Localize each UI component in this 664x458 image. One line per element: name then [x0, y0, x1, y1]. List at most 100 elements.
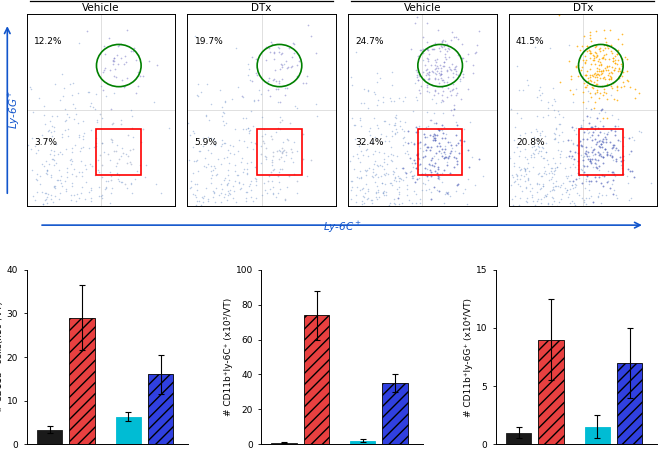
Point: [373, 174, 383, 181]
Point: [430, 87, 440, 95]
Point: [246, 193, 256, 201]
Point: [76, 169, 87, 176]
Point: [600, 138, 611, 146]
Point: [436, 146, 447, 153]
Point: [430, 150, 441, 157]
Point: [586, 123, 596, 131]
Bar: [617, 363, 642, 444]
Point: [430, 131, 441, 139]
Point: [210, 185, 221, 192]
Point: [582, 81, 592, 88]
Point: [580, 52, 590, 60]
Point: [588, 72, 598, 80]
Point: [604, 139, 615, 146]
Point: [109, 57, 120, 65]
Point: [567, 98, 578, 105]
Point: [206, 180, 216, 187]
Point: [96, 114, 107, 121]
Point: [381, 161, 392, 168]
Point: [519, 173, 529, 180]
Point: [254, 87, 264, 94]
Point: [414, 174, 424, 182]
Point: [228, 142, 239, 150]
Point: [618, 152, 629, 159]
Point: [450, 64, 461, 71]
Point: [629, 173, 640, 180]
Point: [355, 114, 365, 121]
Point: [294, 57, 305, 65]
Point: [286, 64, 296, 71]
Point: [48, 162, 59, 169]
Point: [514, 163, 525, 170]
Point: [62, 164, 72, 172]
Point: [50, 159, 61, 167]
Point: [512, 144, 523, 151]
Point: [598, 85, 609, 93]
Point: [275, 98, 286, 105]
Point: [554, 120, 564, 127]
Point: [385, 94, 396, 101]
Point: [114, 177, 124, 185]
Point: [118, 83, 129, 90]
Point: [378, 158, 389, 166]
Point: [587, 155, 598, 163]
Point: [264, 173, 274, 180]
Point: [402, 147, 412, 154]
Point: [44, 151, 55, 158]
Point: [85, 161, 96, 168]
Point: [551, 125, 562, 132]
Point: [576, 124, 587, 131]
Point: [427, 155, 438, 162]
Point: [422, 134, 432, 141]
Point: [609, 186, 620, 193]
Point: [264, 45, 274, 52]
Point: [366, 196, 376, 204]
Point: [592, 57, 603, 64]
Bar: [584, 427, 610, 444]
Point: [261, 56, 272, 64]
Point: [412, 151, 422, 158]
Point: [209, 189, 220, 196]
Point: [86, 163, 97, 170]
Point: [601, 135, 612, 142]
Point: [372, 195, 382, 202]
Point: [439, 123, 450, 130]
Point: [421, 124, 432, 131]
Point: [603, 177, 614, 185]
Point: [548, 183, 558, 191]
Point: [441, 153, 452, 160]
Point: [361, 180, 372, 188]
Point: [612, 57, 623, 64]
Point: [404, 196, 414, 204]
Point: [587, 198, 598, 206]
Point: [351, 49, 361, 56]
Point: [547, 169, 558, 177]
Point: [591, 42, 602, 49]
Point: [451, 154, 461, 161]
Point: [600, 50, 611, 57]
Point: [414, 71, 424, 78]
Point: [52, 176, 63, 183]
Point: [610, 122, 621, 130]
Point: [410, 190, 421, 197]
Point: [268, 166, 279, 173]
Point: [128, 134, 139, 141]
Point: [443, 154, 454, 162]
Point: [70, 104, 80, 111]
Point: [266, 38, 276, 45]
Point: [76, 189, 86, 196]
Point: [390, 173, 400, 180]
Point: [594, 137, 604, 145]
Point: [612, 194, 623, 201]
Point: [291, 61, 302, 68]
Point: [598, 130, 609, 137]
Point: [595, 45, 606, 52]
Point: [586, 77, 596, 84]
Point: [607, 64, 618, 71]
Point: [425, 156, 436, 164]
Point: [260, 153, 271, 161]
Point: [240, 197, 251, 205]
Point: [89, 143, 100, 150]
Point: [248, 123, 258, 130]
Point: [456, 67, 467, 74]
